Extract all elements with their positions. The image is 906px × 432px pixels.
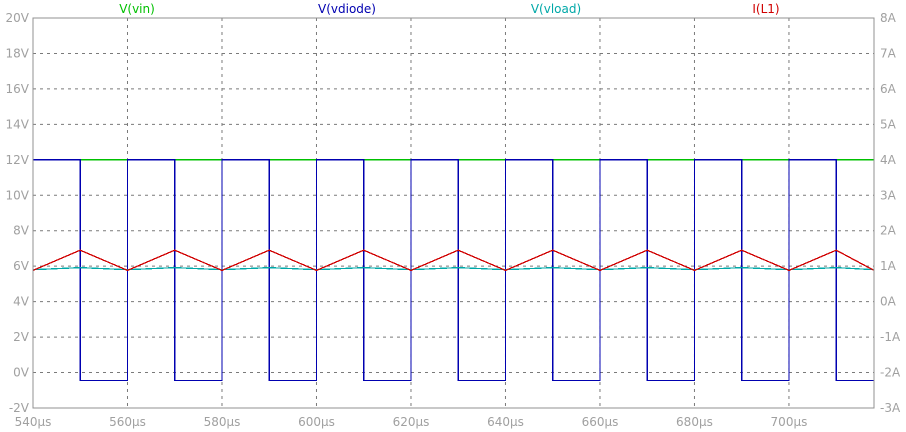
y-left-tick-label: 0V: [13, 366, 30, 380]
x-tick-label: 600µs: [298, 415, 335, 429]
legend-entry-v-vin: V(vin): [119, 2, 155, 16]
tick-labels: 20V 8A 18V 7A 16V 6A 14V 5A 12V 4A 10V 3A 8V 2A 6V 1A 4V…: [6, 11, 901, 429]
y-left-tick-label: 8V: [13, 224, 30, 238]
y-left-tick-label: 12V: [6, 153, 30, 167]
x-tick-label: 680µs: [676, 415, 713, 429]
legend-entry-i-l1: I(L1): [752, 2, 779, 16]
y-right-tick-label: 5A: [880, 117, 897, 131]
y-left-tick-label: 10V: [6, 188, 30, 202]
y-right-tick-label: 6A: [880, 82, 897, 96]
y-right-tick-label: 8A: [880, 11, 897, 25]
x-tick-label: 540µs: [15, 415, 52, 429]
x-tick-label: 700µs: [771, 415, 808, 429]
y-left-tick-label: 14V: [6, 117, 30, 131]
legend-entry-v-vload: V(vload): [531, 2, 581, 16]
series-line-i-l1: [32, 249, 875, 272]
y-left-tick-label: -2V: [9, 401, 30, 415]
series-group: [32, 159, 875, 382]
plot-frame: [32, 17, 875, 409]
y-left-tick-label: 16V: [6, 82, 30, 96]
series-line-v-vdiode: [32, 159, 874, 382]
x-tick-label: 560µs: [109, 415, 146, 429]
y-right-tick-label: 7A: [880, 46, 897, 60]
y-left-tick-label: 20V: [6, 11, 30, 25]
y-left-tick-label: 2V: [13, 330, 30, 344]
y-right-tick-label: 1A: [880, 259, 897, 273]
x-tick-label: 580µs: [204, 415, 241, 429]
y-right-tick-label: 2A: [880, 224, 897, 238]
y-right-tick-label: -2A: [880, 366, 901, 380]
y-right-tick-label: -3A: [880, 401, 901, 415]
x-tick-label: 640µs: [487, 415, 524, 429]
series-line-v-vload: [32, 266, 875, 271]
y-right-tick-label: 3A: [880, 188, 897, 202]
y-right-tick-label: 4A: [880, 153, 897, 167]
y-right-tick-label: -1A: [880, 330, 901, 344]
y-right-tick-label: 0A: [880, 295, 897, 309]
y-left-tick-label: 4V: [13, 295, 30, 309]
x-tick-label: 620µs: [393, 415, 430, 429]
y-left-tick-label: 6V: [13, 259, 30, 273]
legend-entry-v-vdiode: V(vdiode): [318, 2, 376, 16]
legend: V(vin) V(vdiode) V(vload) I(L1): [119, 2, 779, 16]
x-tick-label: 660µs: [582, 415, 619, 429]
y-left-tick-label: 18V: [6, 46, 30, 60]
